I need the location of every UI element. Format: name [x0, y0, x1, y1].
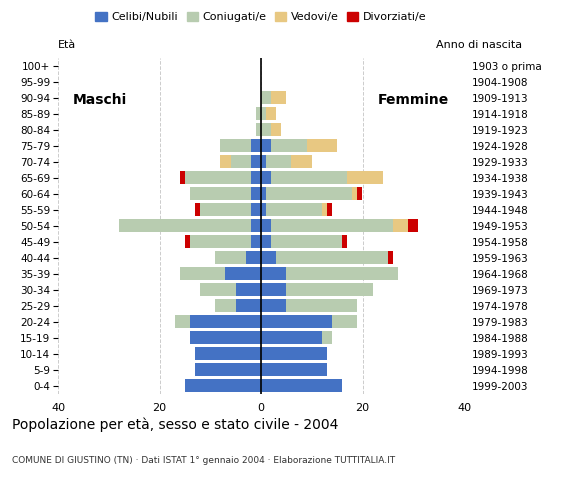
Bar: [271, 235, 342, 248]
Bar: [261, 331, 322, 344]
Bar: [175, 315, 190, 328]
Bar: [261, 219, 271, 232]
Bar: [266, 203, 322, 216]
Bar: [347, 171, 383, 184]
Bar: [261, 91, 271, 104]
Bar: [291, 155, 311, 168]
Bar: [180, 267, 226, 280]
Bar: [190, 315, 261, 328]
Bar: [195, 347, 261, 360]
Bar: [261, 235, 271, 248]
Text: Femmine: Femmine: [378, 93, 449, 107]
Bar: [185, 379, 261, 392]
Bar: [388, 251, 393, 264]
Bar: [287, 299, 357, 312]
Bar: [261, 283, 287, 296]
Bar: [185, 235, 190, 248]
Bar: [322, 203, 327, 216]
Bar: [261, 187, 266, 200]
Bar: [251, 235, 261, 248]
Bar: [261, 155, 266, 168]
Bar: [261, 315, 332, 328]
Bar: [190, 187, 251, 200]
Bar: [246, 251, 261, 264]
Bar: [235, 299, 261, 312]
Text: Maschi: Maschi: [73, 93, 128, 107]
Bar: [271, 219, 393, 232]
Bar: [261, 139, 271, 152]
Bar: [287, 283, 372, 296]
Bar: [261, 203, 266, 216]
Bar: [276, 251, 388, 264]
Bar: [261, 363, 327, 376]
Text: Anno di nascita: Anno di nascita: [436, 40, 522, 50]
Bar: [261, 251, 276, 264]
Bar: [393, 219, 408, 232]
Bar: [261, 299, 287, 312]
Bar: [195, 203, 200, 216]
Legend: Celibi/Nubili, Coniugati/e, Vedovi/e, Divorziati/e: Celibi/Nubili, Coniugati/e, Vedovi/e, Di…: [93, 10, 429, 24]
Bar: [185, 171, 251, 184]
Bar: [251, 171, 261, 184]
Bar: [215, 299, 235, 312]
Bar: [251, 219, 261, 232]
Bar: [220, 139, 251, 152]
Text: Popolazione per età, sesso e stato civile - 2004: Popolazione per età, sesso e stato civil…: [12, 418, 338, 432]
Bar: [271, 91, 287, 104]
Bar: [342, 235, 347, 248]
Bar: [261, 379, 342, 392]
Bar: [215, 251, 246, 264]
Bar: [408, 219, 418, 232]
Bar: [226, 267, 261, 280]
Bar: [251, 187, 261, 200]
Bar: [256, 107, 261, 120]
Bar: [180, 171, 185, 184]
Bar: [266, 155, 291, 168]
Bar: [200, 203, 251, 216]
Bar: [287, 267, 398, 280]
Bar: [251, 139, 261, 152]
Bar: [230, 155, 251, 168]
Bar: [220, 155, 230, 168]
Bar: [195, 363, 261, 376]
Bar: [266, 107, 276, 120]
Bar: [261, 107, 266, 120]
Bar: [235, 283, 261, 296]
Bar: [261, 171, 271, 184]
Bar: [322, 331, 332, 344]
Bar: [119, 219, 251, 232]
Bar: [307, 139, 337, 152]
Bar: [327, 203, 332, 216]
Bar: [266, 187, 352, 200]
Bar: [271, 123, 281, 136]
Bar: [200, 283, 235, 296]
Bar: [261, 123, 271, 136]
Bar: [357, 187, 362, 200]
Text: COMUNE DI GIUSTINO (TN) · Dati ISTAT 1° gennaio 2004 · Elaborazione TUTTITALIA.I: COMUNE DI GIUSTINO (TN) · Dati ISTAT 1° …: [12, 456, 395, 465]
Bar: [251, 155, 261, 168]
Bar: [271, 139, 307, 152]
Text: Età: Età: [58, 40, 76, 50]
Bar: [256, 123, 261, 136]
Bar: [261, 267, 287, 280]
Bar: [261, 347, 327, 360]
Bar: [352, 187, 357, 200]
Bar: [271, 171, 347, 184]
Bar: [190, 331, 261, 344]
Bar: [332, 315, 357, 328]
Bar: [190, 235, 251, 248]
Bar: [251, 203, 261, 216]
